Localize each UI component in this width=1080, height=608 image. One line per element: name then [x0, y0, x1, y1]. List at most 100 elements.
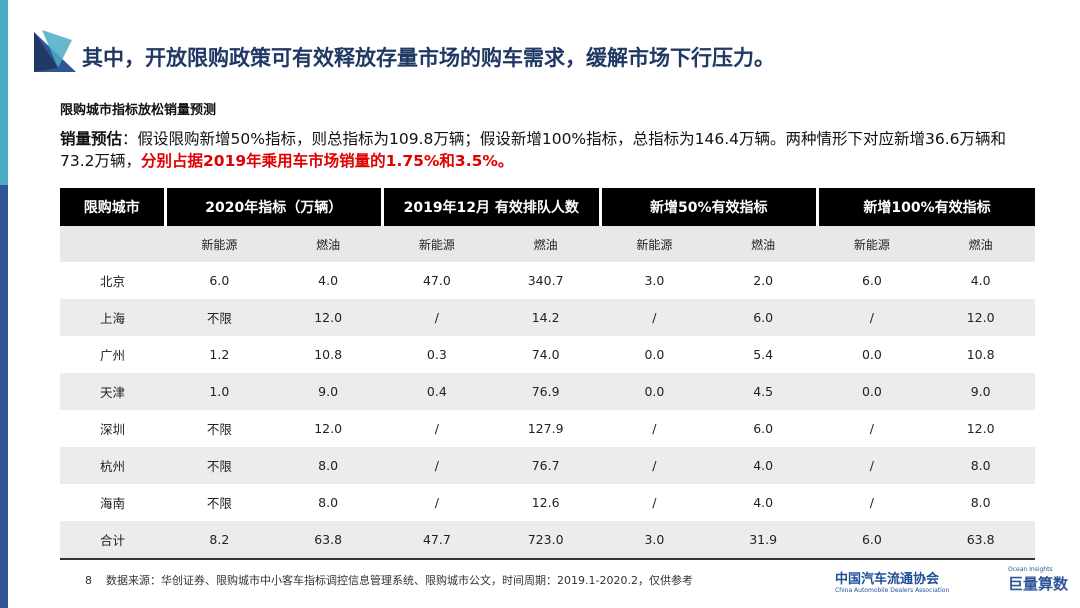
cell: 5.4	[753, 347, 774, 362]
cell: 3.0	[600, 521, 709, 560]
subheader-cell: 燃油	[491, 226, 601, 262]
cell: 14.2	[491, 299, 601, 336]
cell: 0.0	[861, 347, 882, 362]
subheader-cell: 燃油	[926, 226, 1036, 262]
cell: 340.7	[527, 273, 564, 288]
subheader-cell	[60, 226, 165, 262]
subheader-cell: 燃油	[273, 226, 383, 262]
cell: 2.0	[753, 273, 774, 288]
cell: 47.7	[382, 521, 492, 560]
cell: 不限	[165, 299, 274, 336]
row: 杭州 不限 8.0/76.7/4.0/8.0	[60, 447, 1036, 484]
cell: /	[600, 299, 709, 336]
cell: /	[382, 447, 492, 484]
footer: 8 数据来源：华创证券、限购城市中小客车指标调控信息管理系统、限购城市公文，时间…	[85, 572, 693, 588]
header-row: 限购城市 2020年指标（万辆） 2019年12月 有效排队人数 新增50%有效指标新…	[60, 188, 1036, 226]
cell: 74.0	[531, 347, 560, 362]
cell: 4.0	[318, 273, 339, 288]
cell: 723.0	[491, 521, 601, 560]
cell: 6.0	[209, 273, 230, 288]
cell: 9.0	[926, 373, 1036, 410]
cell: 不限	[206, 422, 232, 437]
cell: 12.0	[926, 299, 1036, 336]
paragraph: 销量预估：假设限购新增50%指标，则总指标为109.8万辆；假设新增100%指标…	[60, 128, 1040, 172]
cell: /	[869, 495, 875, 510]
table: 限购城市 2020年指标（万辆） 2019年12月 有效排队人数 新增50%有效指标新…	[60, 188, 1036, 560]
label: 销量预估	[60, 130, 123, 148]
subheader-cell: 新能源	[817, 226, 927, 262]
subheader-cell: 燃油	[708, 226, 818, 262]
text: ：假设限购新增50%指标，则总指标为109.8万辆；假设新增100%指标，总指标…	[60, 130, 1007, 170]
logo-text: 巨量算数	[1008, 575, 1069, 593]
cell: 3.0	[644, 273, 665, 288]
source: 数据来源：华创证券、限购城市中小客车指标调控信息管理系统、限购城市公文，时间周期…	[106, 574, 693, 587]
cell: 10.8	[966, 347, 995, 362]
logo-icon	[34, 30, 76, 72]
cell: 8.0	[273, 447, 383, 484]
cell: 8.0	[318, 495, 339, 510]
subheader-row: 新能源 燃油 新能源 燃油 新能源 燃油 新能源 燃油	[60, 226, 1036, 262]
cell: 4.5	[708, 373, 818, 410]
cell: 天津	[60, 373, 165, 410]
page-number: 8	[85, 574, 92, 587]
cell: 合计	[60, 521, 165, 560]
side-bar	[0, 185, 8, 608]
cell: 0.0	[600, 373, 709, 410]
cell: /	[382, 299, 492, 336]
cell: 0.0	[644, 347, 665, 362]
cell: 63.8	[926, 521, 1036, 560]
cell: 4.0	[753, 495, 774, 510]
cell: 12.0	[966, 421, 995, 436]
header-cell: 限购城市	[60, 188, 165, 226]
row: 海南 不限 8.0 / 12.6 / 4.0 / 8.0	[60, 484, 1035, 521]
side-bar	[0, 0, 8, 185]
row: 北京 6.0 4.0 47.0 340.7 3.0 2.0 6.0 4.0	[60, 262, 1035, 299]
cell: 0.0	[817, 373, 927, 410]
cell: 不限	[165, 447, 274, 484]
cell: 0.4	[382, 373, 492, 410]
cell: /	[434, 495, 439, 510]
cell: 6.0	[708, 299, 818, 336]
highlight: 分别占据2019年乘用车市场销量的1.75%和3.5%。	[141, 152, 514, 170]
subheader-cell: 新能源	[600, 226, 709, 262]
cell: 31.9	[708, 521, 818, 560]
row: 广州 1.2 10.8 0.3 74.0 0.0 5.4 0.0 10.8	[60, 336, 1035, 373]
header-cell: 新增100%有效指标	[816, 188, 1036, 226]
cell: 8.0	[970, 495, 991, 510]
cell: 4.0	[708, 447, 818, 484]
cell: 12.0	[273, 299, 383, 336]
header-cell: 2020年指标（万辆）	[163, 188, 383, 226]
title: 其中，开放限购政策可有效释放存量市场的购车需求，缓解市场下行压力。	[82, 46, 775, 70]
row: 深圳 不限 12.0 / 127.9 / 6.0 / 12.0	[60, 410, 1035, 447]
subheader-cell: 新能源	[382, 226, 492, 262]
cell: /	[869, 421, 875, 436]
cell: 76.9	[491, 373, 601, 410]
cell: 1.2	[209, 347, 230, 362]
cell: 海南	[99, 496, 125, 511]
cell: 杭州	[60, 447, 165, 484]
cell: /	[600, 447, 709, 484]
logo-text: China Automobile Dealers Association	[835, 587, 950, 594]
cell: /	[652, 421, 657, 436]
cell: /	[652, 495, 657, 510]
cell: 6.0	[817, 521, 927, 560]
cell: 76.7	[491, 447, 601, 484]
subtitle: 限购城市指标放松销量预测	[60, 103, 217, 118]
cell: 12.6	[531, 495, 560, 510]
cell: 广州	[99, 348, 125, 363]
cell: 12.0	[314, 421, 343, 436]
cell: 6.0	[753, 421, 774, 436]
header-cell: 新增50%有效指标	[598, 188, 818, 226]
cell: 47.0	[422, 273, 451, 288]
logo: Ocean Insights 巨量算数	[982, 566, 1068, 594]
cell: 8.0	[926, 447, 1036, 484]
subheader-cell: 新能源	[165, 226, 274, 262]
cell: 10.8	[314, 347, 343, 362]
cell: 0.3	[426, 347, 447, 362]
logo-text: Ocean Insights	[1008, 566, 1053, 573]
logo: 中国汽车流通协会 China Automobile Dealers Associ…	[835, 568, 965, 594]
cell: 8.2	[165, 521, 274, 560]
cell: 9.0	[273, 373, 383, 410]
cell: /	[817, 299, 927, 336]
